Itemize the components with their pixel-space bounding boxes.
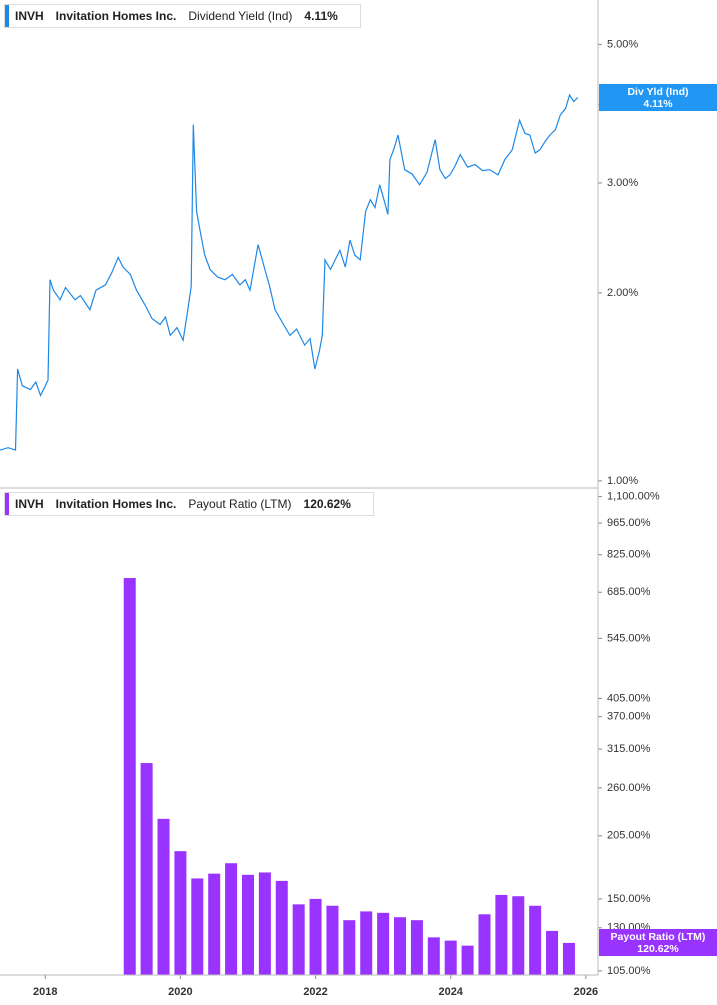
y-tick-label: 825.00% [607,549,651,561]
bar [275,880,288,975]
x-tick-label: 2024 [438,986,463,998]
bar [326,905,339,975]
line [0,93,579,451]
y-tick-label: 370.00% [607,711,651,723]
y-tick-label: 105.00% [607,965,651,977]
bar [309,898,322,975]
y-tick-label: 965.00% [607,517,651,529]
bar [512,896,525,975]
last-value: 120.62% [303,497,351,511]
series-name: Dividend Yield (Ind) [188,9,293,23]
bar [377,912,390,975]
series-name: Payout Ratio (LTM) [188,497,292,511]
bar [191,878,204,975]
price-tag: Div Yld (Ind) 4.11% [599,84,717,111]
bar [427,937,440,975]
y-tick-label: 545.00% [607,632,651,644]
bar [394,917,407,975]
company: Invitation Homes Inc. [55,497,177,511]
y-tick-label: 405.00% [607,692,651,704]
x-tick-label: 2020 [168,986,192,998]
bar [174,851,187,975]
legend: INVH Invitation Homes Inc. Dividend Yiel… [4,4,361,28]
y-tick-label: 1,100.00% [607,491,660,503]
y-tick-label: 150.00% [607,893,651,905]
y-tick-label: 260.00% [607,782,651,794]
bar [292,904,305,975]
bar [157,818,170,975]
tag-label: Div Yld (Ind) [627,86,689,98]
bar [241,874,254,975]
bar [461,945,474,975]
bar [208,873,221,975]
plot [123,578,575,975]
bar [444,940,457,975]
tag-value: 4.11% [643,98,673,110]
company: Invitation Homes Inc. [55,9,177,23]
legend-swatch [5,493,9,515]
y-tick-label: 205.00% [607,830,651,842]
bar [562,942,575,975]
tag-value: 120.62% [637,943,679,955]
legend: INVH Invitation Homes Inc. Payout Ratio … [4,492,374,516]
ticker: INVH [15,497,44,511]
y-tick-label: 3.00% [607,177,638,189]
bar [529,905,542,975]
y-tick-label: 1.00% [607,475,638,487]
plot [0,93,579,451]
x-tick-label: 2026 [574,986,598,998]
bar [360,911,373,975]
x-tick-label: 2022 [303,986,327,998]
bar [343,920,356,975]
bar [478,914,491,975]
bar [495,894,508,975]
bar [123,578,136,975]
bar [225,863,238,975]
price-tag: Payout Ratio (LTM) 120.62% [599,929,717,956]
bar [546,930,559,975]
y-tick-label: 2.00% [607,287,638,299]
tag-label: Payout Ratio (LTM) [610,931,706,943]
bar [258,872,271,975]
ticker: INVH [15,9,44,23]
y-tick-label: 5.00% [607,38,638,50]
y-tick-label: 315.00% [607,743,651,755]
last-value: 4.11% [304,9,338,23]
y-tick-label: 685.00% [607,586,651,598]
bar [410,920,423,975]
x-tick-label: 2018 [33,986,57,998]
legend-swatch [5,5,9,27]
bar [140,763,153,975]
